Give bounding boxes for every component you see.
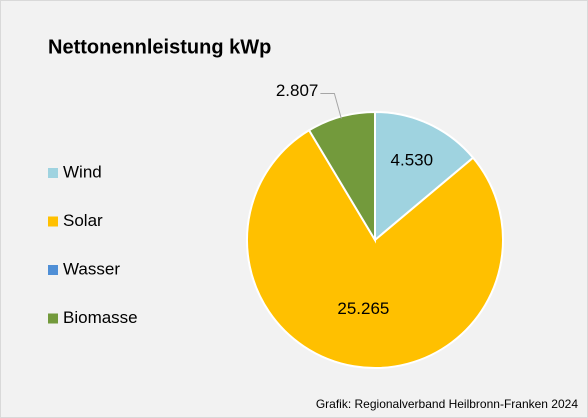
legend-label: Wasser: [63, 259, 120, 278]
data-label: 4.530: [391, 151, 434, 170]
legend-swatch: [48, 265, 58, 275]
legend-swatch: [48, 313, 58, 324]
pie-slice: [374, 110, 475, 243]
pie-slice: [246, 128, 504, 369]
leader-line: [320, 93, 342, 119]
data-label: 25.265: [337, 299, 389, 318]
legend-swatch: [48, 168, 58, 178]
legend-label: Biomasse: [63, 308, 138, 327]
legend-label: Solar: [63, 211, 103, 230]
source-note: Grafik: Regionalverband Heilbronn-Franke…: [316, 397, 578, 411]
legend-swatch: [48, 216, 58, 227]
chart-title: Nettonennleistung kWp: [48, 36, 271, 58]
legend-label: Wind: [63, 162, 102, 181]
data-label: 2.807: [276, 81, 319, 100]
